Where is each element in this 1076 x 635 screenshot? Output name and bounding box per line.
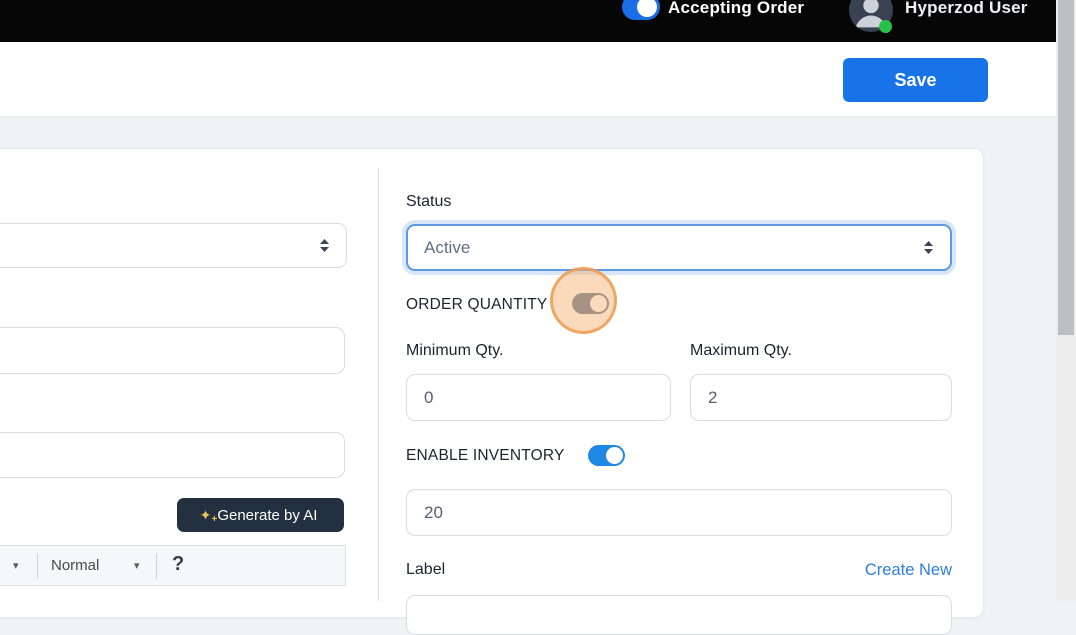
topbar: Accepting Order Hyperzod User [0, 0, 1056, 42]
save-button[interactable]: Save [843, 58, 988, 102]
format-dropdown-caret-icon[interactable]: ▾ [134, 560, 140, 572]
minimum-qty-label: Minimum Qty. [406, 342, 504, 359]
toggle-knob [590, 295, 607, 312]
sparkles-icon: ✦ + [199, 507, 218, 525]
panel-divider [378, 168, 379, 601]
toggle-knob [606, 447, 623, 464]
left-select[interactable] [0, 223, 347, 268]
inventory-qty-input[interactable] [406, 489, 952, 536]
accepting-order-toggle[interactable] [622, 0, 660, 20]
status-select[interactable]: Active [406, 224, 952, 271]
toolbar-dropdown-caret-icon[interactable]: ▾ [13, 560, 19, 572]
minimum-qty-input[interactable] [406, 374, 671, 421]
help-icon[interactable]: ? [172, 553, 185, 575]
left-text-input-1[interactable] [0, 327, 345, 374]
status-label: Status [406, 193, 452, 210]
order-quantity-toggle[interactable] [572, 293, 609, 314]
user-avatar[interactable] [849, 0, 893, 32]
maximum-qty-label: Maximum Qty. [690, 342, 792, 359]
person-icon [855, 0, 887, 28]
scrollbar-thumb[interactable] [1058, 0, 1074, 335]
updown-icon [319, 238, 330, 253]
user-name: Hyperzod User [905, 0, 1028, 17]
maximum-qty-input[interactable] [690, 374, 952, 421]
label-input[interactable] [406, 595, 952, 635]
enable-inventory-toggle[interactable] [588, 445, 625, 466]
accepting-order-label: Accepting Order [668, 0, 805, 17]
page-scrollbar[interactable] [1056, 0, 1076, 601]
status-select-value: Active [424, 237, 471, 257]
generate-by-ai-label: Generate by AI [217, 506, 318, 524]
format-dropdown[interactable]: Normal [51, 557, 100, 574]
generate-by-ai-button[interactable]: ✦ + Generate by AI [177, 498, 344, 532]
toolbar-divider [37, 554, 38, 579]
order-quantity-label: ORDER QUANTITY [406, 296, 548, 313]
create-new-row: Create New [406, 561, 952, 580]
label-field-label: Label [406, 561, 446, 578]
updown-icon [923, 240, 934, 255]
left-text-input-2[interactable] [0, 432, 345, 478]
enable-inventory-label: ENABLE INVENTORY [406, 447, 565, 464]
toolbar-divider [156, 554, 157, 579]
rich-text-toolbar: ▾ Normal ▾ ? [0, 545, 346, 586]
page-header: Save [0, 42, 1056, 117]
online-status-dot [879, 20, 892, 33]
create-new-link[interactable]: Create New [864, 561, 952, 579]
toggle-knob [637, 0, 657, 17]
